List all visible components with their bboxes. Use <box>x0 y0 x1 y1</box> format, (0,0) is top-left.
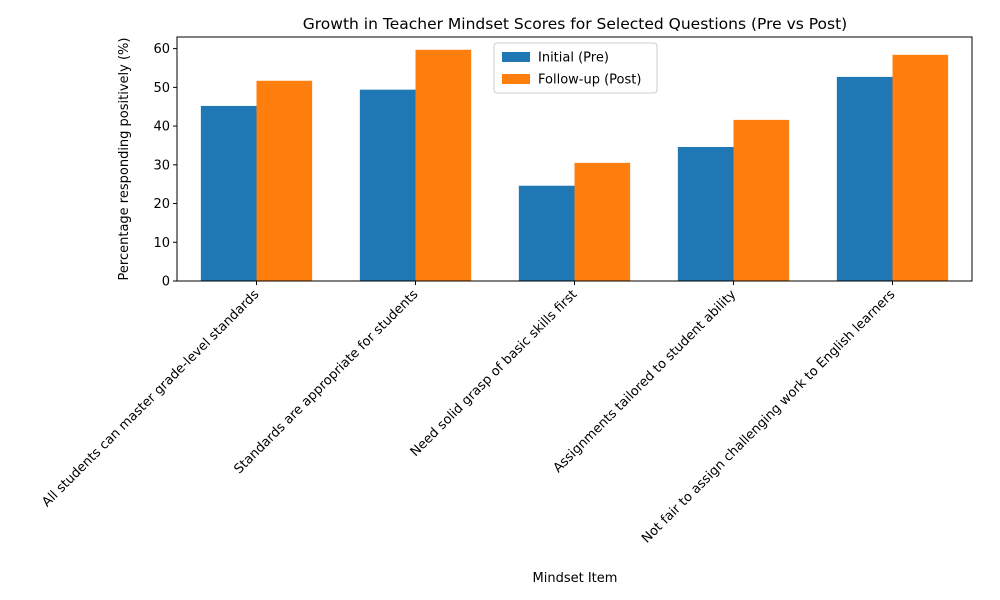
legend-frame <box>493 42 658 94</box>
x-tick-label: Not fair to assign challenging work to E… <box>639 287 898 546</box>
x-tick-label: Standards are appropriate for students <box>231 287 421 477</box>
legend-label-post: Follow-up (Post) <box>538 73 641 88</box>
x-tick-label: All students can master grade-level stan… <box>39 287 262 510</box>
bar-pre-3 <box>518 185 575 281</box>
legend: Initial (Pre) Follow-up (Post) <box>493 42 658 94</box>
bar-post-4 <box>733 119 790 281</box>
y-tick-label: 20 <box>153 197 170 212</box>
x-axis-title: Mindset Item <box>533 571 618 586</box>
y-tick-label: 60 <box>153 42 170 57</box>
chart-title: Growth in Teacher Mindset Scores for Sel… <box>303 15 847 33</box>
legend-swatch-post <box>502 74 530 84</box>
bar-post-3 <box>574 162 631 281</box>
legend-swatch-pre <box>502 52 530 62</box>
bar-pre-5 <box>836 76 893 281</box>
bar-post-1 <box>256 80 313 282</box>
x-tick-label: Assignments tailored to student ability <box>551 287 740 476</box>
bar-pre-4 <box>677 146 734 281</box>
bar-pre-1 <box>200 105 257 281</box>
y-tick-label: 40 <box>153 120 170 135</box>
legend-label-pre: Initial (Pre) <box>538 51 609 66</box>
y-axis-title: Percentage responding positively (%) <box>117 38 132 281</box>
y-tick-label: 10 <box>153 236 170 251</box>
bar-post-2 <box>415 49 472 281</box>
x-tick-label: Need solid grasp of basic skills first <box>408 287 581 460</box>
y-tick-label: 0 <box>162 275 170 290</box>
y-tick-label: 50 <box>153 81 170 96</box>
y-tick-label: 30 <box>153 158 170 173</box>
bar-pre-2 <box>359 89 416 281</box>
bar-post-5 <box>892 54 949 281</box>
bars-layer <box>200 49 949 282</box>
